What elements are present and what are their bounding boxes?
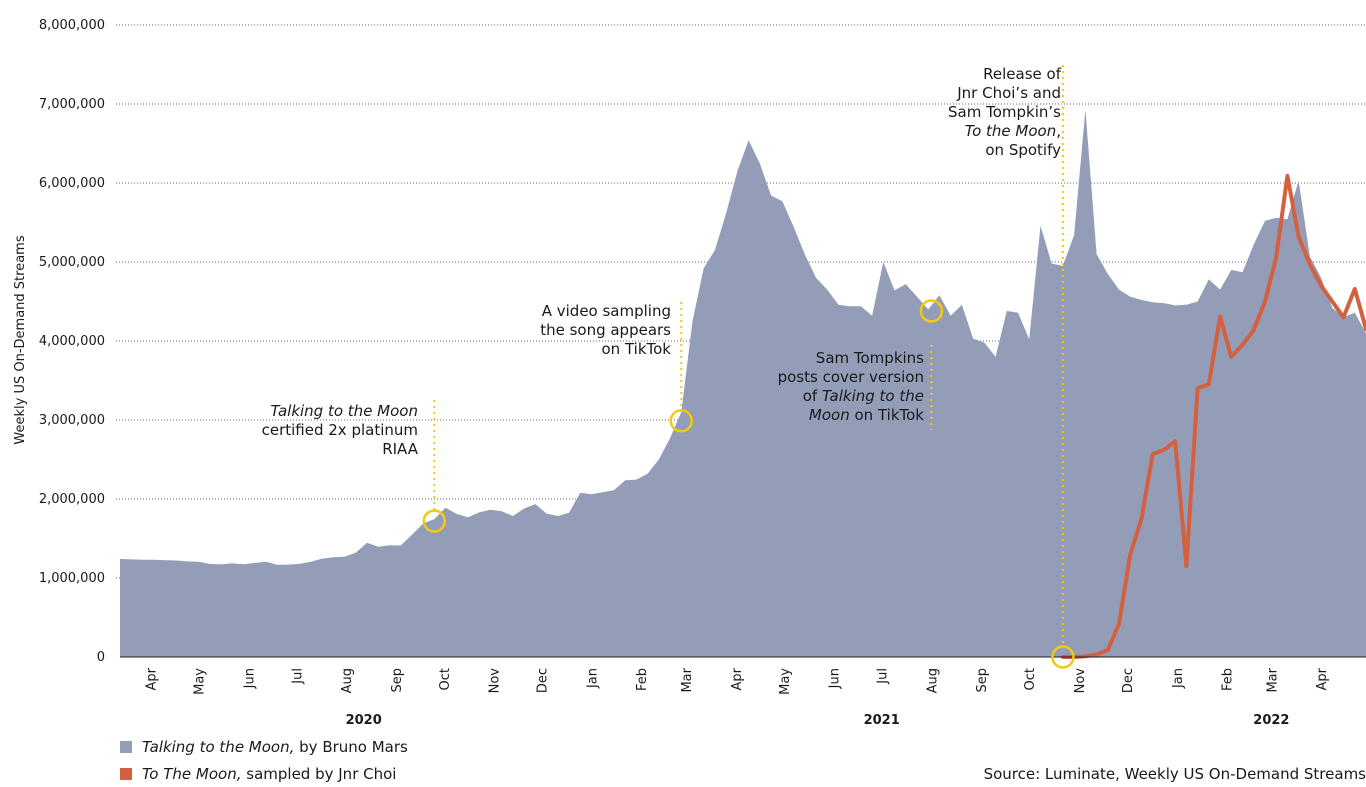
- annotation-text-line: certified 2x platinum: [262, 421, 418, 439]
- x-tick-label: Jan: [586, 668, 601, 689]
- y-tick-label: 6,000,000: [39, 176, 105, 191]
- annotation-text-segment: RIAA: [382, 440, 419, 458]
- annotation-text-line: Release of: [983, 65, 1062, 83]
- annotation-text-segment: Sam Tompkins: [816, 349, 924, 367]
- annotation-text-line: Talking to the Moon: [270, 402, 418, 420]
- x-axis: Apr May Jun Jul Aug Sep Oct Nov Dec Jan Feb Mar Apr M…: [145, 667, 1331, 728]
- annotation-text-segment: Moon: [809, 406, 850, 424]
- annotation-text-segment: on TikTok: [602, 340, 672, 358]
- legend-swatch-area: [120, 741, 132, 753]
- y-tick-label: 3,000,000: [39, 413, 105, 428]
- y-tick-label: 7,000,000: [39, 97, 105, 112]
- x-tick-label: Jun: [828, 668, 843, 689]
- x-tick-label: Jul: [876, 668, 891, 685]
- legend-subtitle: by Bruno Mars: [294, 738, 408, 756]
- annotation-marker-circle: [1051, 645, 1075, 669]
- series-area-talking-to-the-moon: [120, 109, 1366, 657]
- x-tick-label: Apr: [145, 667, 160, 690]
- x-tick-label: Jul: [290, 668, 305, 685]
- y-tick-label: 5,000,000: [39, 255, 105, 270]
- x-tick-label: Apr: [730, 667, 745, 690]
- legend-subtitle: sampled by Jnr Choi: [241, 765, 397, 783]
- annotation-text-line: Jnr Choi’s and: [956, 84, 1061, 102]
- x-year-label: 2021: [864, 713, 900, 728]
- x-tick-label: Dec: [1121, 668, 1136, 693]
- y-tick-label: 8,000,000: [39, 18, 105, 33]
- x-tick-label: Jun: [242, 668, 257, 689]
- x-tick-label: Mar: [1265, 667, 1280, 692]
- y-tick-label: 4,000,000: [39, 334, 105, 349]
- annotation-text-line: Sam Tompkin’s: [948, 103, 1061, 121]
- legend-title: Talking to the Moon,: [142, 738, 295, 756]
- annotation-text-segment: ,: [1056, 122, 1061, 140]
- annotation-text-segment: on Spotify: [985, 141, 1061, 159]
- x-tick-label: Oct: [438, 668, 453, 690]
- series-layer: [120, 109, 1366, 659]
- annotation-text-segment: Talking to the: [822, 387, 924, 405]
- x-tick-label: Aug: [340, 668, 355, 693]
- annotation-text-line: posts cover version: [778, 368, 924, 386]
- legend-label: Talking to the Moon, by Bruno Mars: [142, 738, 408, 756]
- x-tick-label: Dec: [536, 668, 551, 693]
- annotation-text-segment: Jnr Choi’s and: [956, 84, 1061, 102]
- annotation-text-line: on Spotify: [985, 141, 1061, 159]
- y-axis-label: Weekly US On-Demand Streams: [13, 235, 28, 444]
- annotation-text-line: Moon on TikTok: [809, 406, 924, 424]
- annotation-marker-circle: [422, 509, 447, 533]
- annotation-text-line: of Talking to the: [803, 387, 924, 405]
- legend-item-jnr-choi: To The Moon, sampled by Jnr Choi: [120, 765, 396, 783]
- annotation-text-segment: certified 2x platinum: [262, 421, 418, 439]
- y-tick-label: 1,000,000: [39, 571, 105, 586]
- annotation-marker-circle: [919, 299, 944, 323]
- annotation-text-segment: posts cover version: [778, 368, 924, 386]
- annotation-text-segment: To the Moon: [965, 122, 1056, 140]
- annotation-text-segment: on TikTok: [850, 406, 925, 424]
- x-tick-label: Oct: [1023, 668, 1038, 690]
- x-tick-label: Jan: [1171, 668, 1186, 689]
- source-note: Source: Luminate, Weekly US On-Demand St…: [983, 765, 1366, 783]
- legend-item-bruno-mars: Talking to the Moon, by Bruno Mars: [120, 738, 408, 756]
- x-tick-label: Feb: [1221, 668, 1236, 691]
- annotation-text-line: on TikTok: [602, 340, 672, 358]
- annotation-text-line: RIAA: [382, 440, 419, 458]
- x-tick-label: Sep: [390, 668, 405, 693]
- annotation-text-segment: the song appears: [540, 321, 671, 339]
- annotation-text-segment: A video sampling: [542, 302, 671, 320]
- y-axis: 0 1,000,000 2,000,000 3,000,000 4,000,000 5,0…: [39, 18, 105, 665]
- annotation-text-segment: Sam Tompkin’s: [948, 103, 1061, 121]
- x-tick-label: Feb: [635, 668, 650, 691]
- chart: 0 1,000,000 2,000,000 3,000,000 4,000,000 5,0…: [13, 18, 1366, 728]
- x-tick-label: Sep: [975, 668, 990, 693]
- annotation-text-line: A video sampling: [542, 302, 671, 320]
- annotation-text-line: Sam Tompkins: [816, 349, 924, 367]
- x-tick-label: Mar: [680, 667, 695, 692]
- x-tick-label: Nov: [1073, 668, 1088, 694]
- x-year-label: 2020: [346, 713, 382, 728]
- x-tick-label: May: [193, 668, 208, 695]
- annotation-text-line: the song appears: [540, 321, 671, 339]
- y-tick-label: 2,000,000: [39, 492, 105, 507]
- annotation-text-segment: Release of: [983, 65, 1062, 83]
- x-tick-label: Apr: [1315, 667, 1330, 690]
- x-tick-label: May: [778, 668, 793, 695]
- legend-swatch-line: [120, 768, 132, 780]
- x-tick-label: Nov: [488, 668, 503, 694]
- x-tick-label: Aug: [925, 668, 940, 693]
- annotation-text-segment: Talking to the Moon: [270, 402, 418, 420]
- annotation-marker-circle: [669, 409, 694, 433]
- x-year-label: 2022: [1253, 713, 1289, 728]
- y-tick-label: 0: [97, 650, 105, 665]
- annotation-text-segment: of: [803, 387, 822, 405]
- annotation-text-line: To the Moon,: [965, 122, 1061, 140]
- series-line-to-the-moon: [1060, 173, 1366, 659]
- legend-title: To The Moon,: [142, 765, 242, 783]
- legend-label: To The Moon, sampled by Jnr Choi: [142, 765, 396, 783]
